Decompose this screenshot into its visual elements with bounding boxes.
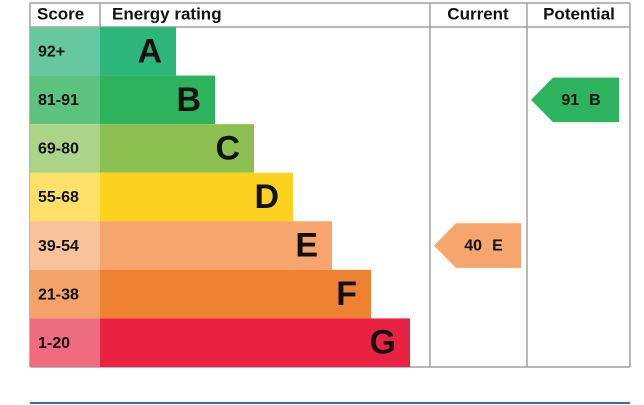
- score-label: 92+: [38, 44, 65, 61]
- current-letter: E: [492, 238, 503, 255]
- score-cell: [30, 27, 100, 76]
- rating-bar: [100, 75, 215, 125]
- potential-value: 91: [561, 92, 579, 109]
- score-label: 69-80: [38, 141, 79, 158]
- current-arrow: [434, 223, 521, 268]
- score-cell: [30, 172, 100, 222]
- potential-arrow: [531, 77, 619, 123]
- current-value: 40: [464, 238, 482, 255]
- rating-letter: B: [176, 81, 201, 119]
- rating-bar: [100, 269, 371, 319]
- score-cell: [30, 124, 100, 173]
- score-cell: [30, 221, 100, 270]
- score-label: 81-91: [38, 92, 79, 109]
- header-score: Score: [37, 4, 84, 23]
- score-cell: [30, 75, 100, 125]
- rating-letter: F: [336, 275, 357, 313]
- score-cell: [30, 318, 100, 367]
- score-label: 1-20: [38, 335, 70, 352]
- rating-letter: C: [215, 129, 240, 167]
- rating-letter: G: [370, 324, 396, 362]
- header-rating: Energy rating: [112, 4, 222, 23]
- potential-label: 91 B: [561, 92, 600, 109]
- rating-bar: [100, 221, 332, 270]
- rating-bar: [100, 318, 410, 367]
- header-current: Current: [447, 4, 509, 23]
- score-label: 21-38: [38, 286, 79, 303]
- rating-bar: [100, 27, 176, 76]
- rating-letter: E: [295, 227, 318, 265]
- rating-bar: [100, 124, 254, 173]
- header-potential: Potential: [543, 4, 615, 23]
- rating-letter: D: [254, 178, 279, 216]
- rating-bar: [100, 172, 293, 222]
- score-cell: [30, 269, 100, 319]
- rating-letter: A: [137, 32, 162, 70]
- score-label: 55-68: [38, 189, 79, 206]
- potential-letter: B: [589, 92, 601, 109]
- current-label: 40 E: [464, 238, 503, 255]
- score-label: 39-54: [38, 238, 79, 255]
